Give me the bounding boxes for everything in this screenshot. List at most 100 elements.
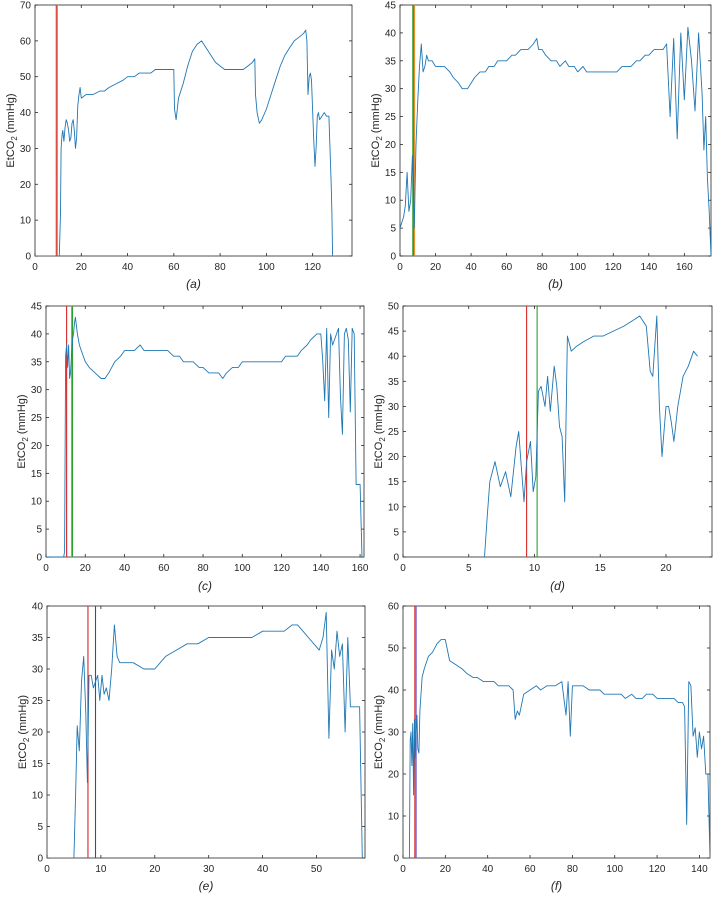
x-tick-label: 40 xyxy=(122,262,134,273)
y-tick-label: 35 xyxy=(388,377,400,388)
x-tick-label: 20 xyxy=(80,563,92,574)
x-tick-label: 0 xyxy=(397,262,403,273)
y-axis-label-subscript: 2 xyxy=(378,437,387,442)
y-axis-label-main: EtCO xyxy=(5,140,17,167)
y-tick-label: 50 xyxy=(388,644,400,655)
x-tick-label: 0 xyxy=(44,864,50,875)
y-axis-label-main: EtCO xyxy=(373,441,385,468)
panel-label: (a) xyxy=(186,277,201,291)
etco2-series-line xyxy=(46,316,364,557)
y-tick-label: 15 xyxy=(32,759,44,770)
y-axis-label-main: EtCO xyxy=(17,742,29,769)
chart-panel-4: 0 5 10 15 20 0 5 10 15 20 25 30 35 40 45 50 EtCO2 (mmHg)… xyxy=(373,302,713,593)
x-tick-label: 20 xyxy=(76,262,88,273)
y-tick-label: 15 xyxy=(388,477,400,488)
chart-panel-2: 0 20 40 60 80 100 120 140 160 0 5 10 15 20 25 30 35 40 45 E… xyxy=(370,1,712,291)
x-tick-label: 40 xyxy=(482,864,494,875)
panel-label: (f) xyxy=(551,879,562,893)
y-tick-label: 20 xyxy=(32,728,44,739)
y-tick-label: 40 xyxy=(388,352,400,363)
x-tick-label: 80 xyxy=(537,262,549,273)
y-axis-label-subscript: 2 xyxy=(22,737,31,742)
x-tick-label: 120 xyxy=(304,262,321,273)
y-tick-label: 15 xyxy=(385,168,397,179)
y-axis-label-main: EtCO xyxy=(16,441,28,468)
y-tick-label: 30 xyxy=(385,84,397,95)
y-tick-label: 30 xyxy=(20,144,32,155)
panel-label: (d) xyxy=(550,579,565,593)
y-tick-label: 40 xyxy=(31,329,43,340)
y-tick-label: 20 xyxy=(388,452,400,463)
y-axis-label: EtCO2 (mmHg) xyxy=(370,93,384,167)
panel-label: (b) xyxy=(548,277,563,291)
x-tick-label: 80 xyxy=(197,563,209,574)
y-axis-label: EtCO2 (mmHg) xyxy=(16,394,30,468)
y-tick-label: 5 xyxy=(36,525,42,536)
y-tick-label: 10 xyxy=(32,791,44,802)
plot-area xyxy=(45,305,365,558)
x-tick-label: 140 xyxy=(312,563,329,574)
y-tick-label: 10 xyxy=(385,196,397,207)
y-tick-label: 0 xyxy=(393,854,399,865)
y-tick-label: 5 xyxy=(37,822,43,833)
y-axis-label: EtCO2 (mmHg) xyxy=(5,93,19,167)
x-tick-label: 100 xyxy=(569,262,586,273)
y-tick-label: 70 xyxy=(20,1,32,12)
y-tick-label: 25 xyxy=(385,112,397,123)
y-axis-label-unit: (mmHg) xyxy=(5,93,17,136)
plot-area xyxy=(34,4,353,257)
x-tick-label: 20 xyxy=(149,864,161,875)
y-axis-label-unit: (mmHg) xyxy=(370,93,382,136)
x-tick-label: 140 xyxy=(691,864,708,875)
etco2-series-line xyxy=(484,315,698,557)
y-tick-label: 5 xyxy=(393,527,399,538)
x-tick-label: 20 xyxy=(660,563,672,574)
x-tick-label: 60 xyxy=(158,563,170,574)
etco2-series-line xyxy=(35,29,336,256)
y-tick-label: 60 xyxy=(388,602,400,613)
y-tick-label: 40 xyxy=(20,108,32,119)
y-tick-label: 45 xyxy=(385,1,397,12)
x-tick-label: 40 xyxy=(119,563,131,574)
x-tick-label: 160 xyxy=(352,563,369,574)
x-tick-label: 100 xyxy=(606,864,623,875)
x-tick-label: 0 xyxy=(32,262,38,273)
y-tick-label: 30 xyxy=(31,385,43,396)
y-tick-label: 25 xyxy=(388,427,400,438)
y-tick-label: 35 xyxy=(385,56,397,67)
y-axis-label-subscript: 2 xyxy=(378,737,387,742)
x-tick-label: 5 xyxy=(466,563,472,574)
y-axis-label: EtCO2 (mmHg) xyxy=(17,695,31,769)
y-tick-label: 30 xyxy=(388,402,400,413)
y-axis-label-unit: (mmHg) xyxy=(17,695,29,738)
y-axis-label-subscript: 2 xyxy=(375,136,384,141)
plot-area xyxy=(399,4,712,257)
chart-panel-6: 0 20 40 60 80 100 120 140 0 10 20 30 40 50 60 EtCO2 (mm… xyxy=(373,602,711,893)
x-tick-label: 160 xyxy=(676,262,693,273)
y-tick-label: 25 xyxy=(31,413,43,424)
y-tick-label: 0 xyxy=(25,252,31,263)
y-tick-label: 5 xyxy=(390,224,396,235)
x-tick-label: 80 xyxy=(215,262,227,273)
x-tick-label: 20 xyxy=(440,864,452,875)
y-tick-label: 45 xyxy=(31,302,43,313)
etco2-series-line xyxy=(47,611,363,858)
x-tick-label: 140 xyxy=(640,262,657,273)
y-tick-label: 0 xyxy=(390,252,396,263)
x-tick-label: 0 xyxy=(43,563,49,574)
y-axis-label-main: EtCO xyxy=(370,140,382,167)
y-axis-label-unit: (mmHg) xyxy=(373,394,385,437)
x-tick-label: 20 xyxy=(430,262,442,273)
x-tick-label: 80 xyxy=(567,864,579,875)
x-tick-label: 120 xyxy=(649,864,666,875)
plot-area xyxy=(402,605,711,859)
y-tick-label: 20 xyxy=(20,180,32,191)
etco2-series-line xyxy=(403,639,710,858)
y-tick-label: 10 xyxy=(20,216,32,227)
y-axis-label: EtCO2 (mmHg) xyxy=(373,394,387,468)
chart-panel-3: 0 20 40 60 80 100 120 140 160 0 5 10 15 20 25 30 35 40 45 E… xyxy=(16,302,369,594)
x-tick-label: 10 xyxy=(95,864,107,875)
y-tick-label: 40 xyxy=(388,686,400,697)
